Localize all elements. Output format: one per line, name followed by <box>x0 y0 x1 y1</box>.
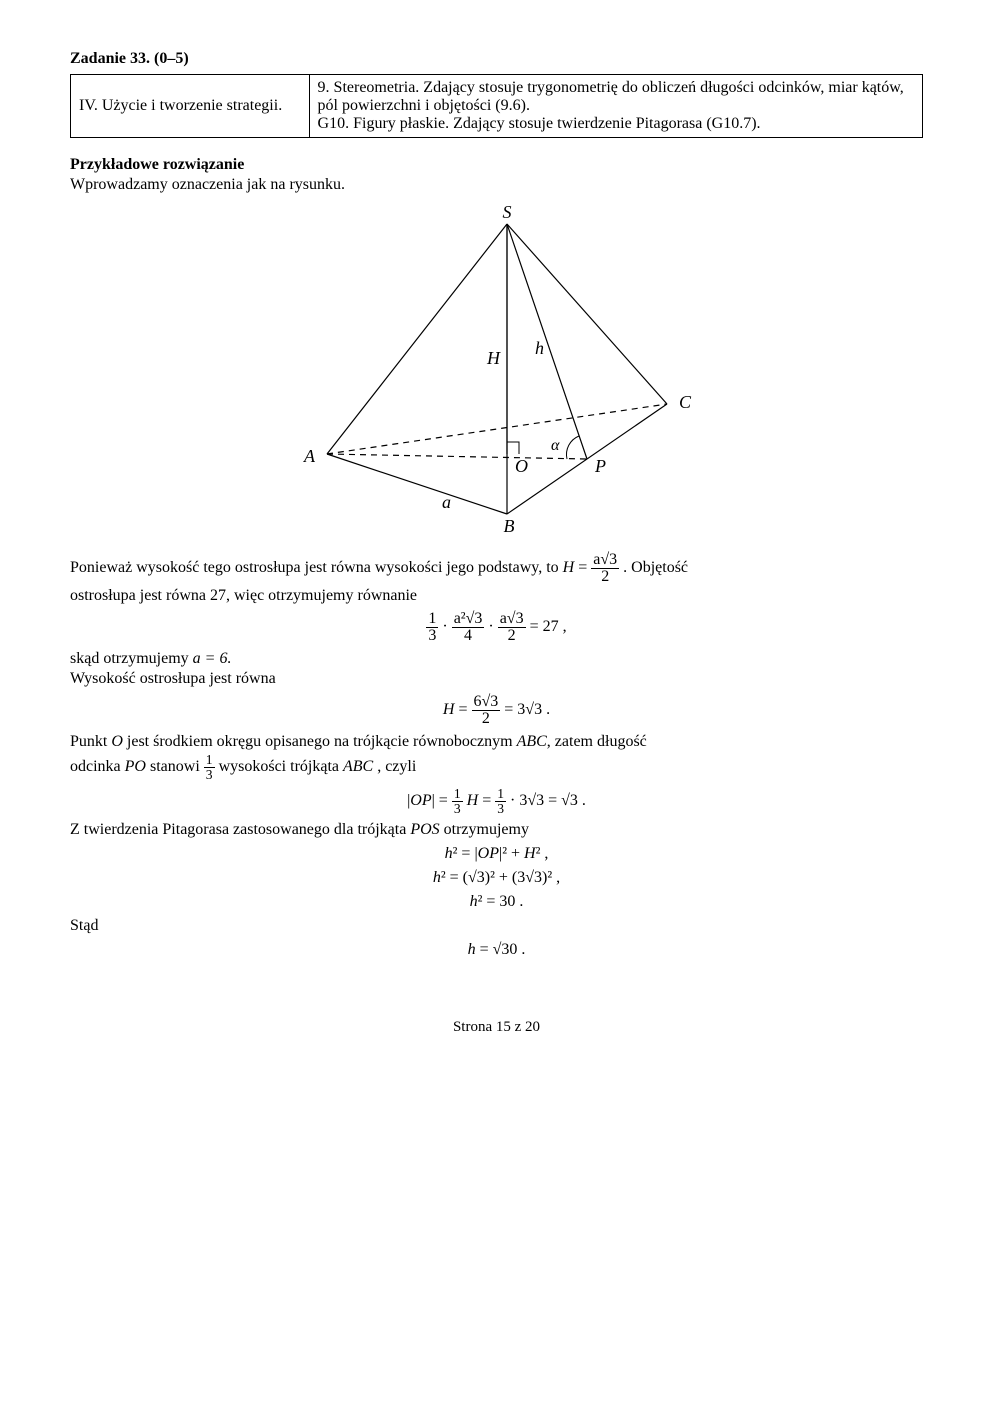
p6d: , czyli <box>373 758 416 775</box>
paragraph-pitagoras: Z twierdzenia Pitagorasa zastosowanego d… <box>70 821 923 839</box>
table-right-line1: 9. Stereometria. Zdający stosuje trygono… <box>318 79 914 115</box>
var-H: H <box>563 559 575 576</box>
paragraph-PO: odcinka PO stanowi 13 wysokości trójkąta… <box>70 753 923 781</box>
label-h: h <box>535 338 544 358</box>
paragraph-O: Punkt O jest środkiem okręgu opisanego n… <box>70 733 923 751</box>
equation-volume: 13 · a²√34 · a√32 = 27 , <box>70 611 923 644</box>
frac-H: a√3 2 <box>591 552 619 585</box>
equation-pit3: h² = 30 . <box>70 893 923 911</box>
intro-text: Wprowadzamy oznaczenia jak na rysunku. <box>70 176 923 194</box>
paragraph-H: Wysokość ostrosłupa jest równa <box>70 670 923 688</box>
p1b: . Objętość <box>623 559 688 576</box>
p6c: wysokości trójkąta <box>219 758 343 775</box>
table-left-cell: IV. Użycie i tworzenie strategii. <box>71 75 310 138</box>
table-right-cell: 9. Stereometria. Zdający stosuje trygono… <box>309 75 922 138</box>
table-row: IV. Użycie i tworzenie strategii. 9. Ste… <box>71 75 923 138</box>
label-O: O <box>515 456 528 476</box>
p6a: odcinka <box>70 758 125 775</box>
f13d: 3 <box>204 768 215 782</box>
label-alpha: α <box>551 437 560 454</box>
label-A: A <box>303 446 316 466</box>
equation-pit4: h = √30 . <box>70 941 923 959</box>
requirements-table: IV. Użycie i tworzenie strategii. 9. Ste… <box>70 74 923 138</box>
task-title: Zadanie 33. (0–5) <box>70 50 923 68</box>
label-P: P <box>594 456 606 476</box>
p7a: Z twierdzenia Pitagorasa zastosowanego d… <box>70 821 410 838</box>
equation-pit1: h² = |OP|² + H² , <box>70 845 923 863</box>
f2d: 4 <box>452 628 485 644</box>
f13n: 1 <box>204 753 215 768</box>
p6b: stanowi <box>146 758 204 775</box>
a-eq-6: a = 6. <box>193 650 232 667</box>
p5ABC: ABC <box>517 733 547 750</box>
table-right-line2: G10. Figury płaskie. Zdający stosuje twi… <box>318 115 914 133</box>
paragraph-volume: ostrosłupa jest równa 27, więc otrzymuje… <box>70 587 923 605</box>
p7POS: POS <box>410 821 439 838</box>
f1d: 3 <box>426 628 438 644</box>
label-H: H <box>486 348 501 368</box>
p6ABC: ABC <box>343 758 373 775</box>
label-S: S <box>502 204 511 222</box>
p5c: , zatem długość <box>547 733 647 750</box>
paragraph-a6: skąd otrzymujemy a = 6. <box>70 650 923 668</box>
p1a: Ponieważ wysokość tego ostrosłupa jest r… <box>70 559 563 576</box>
H2-rhs: = 3√3 . <box>504 701 550 718</box>
p7b: otrzymujemy <box>440 821 529 838</box>
pyramid-figure: S A B C O P H h a α <box>287 204 707 534</box>
page-footer: Strona 15 z 20 <box>70 1019 923 1036</box>
f2n: a²√3 <box>452 611 485 628</box>
frac-H-num: a√3 <box>591 552 619 569</box>
solution-heading: Przykładowe rozwiązanie <box>70 156 923 174</box>
frac-H-den: 2 <box>591 569 619 585</box>
stad: Stąd <box>70 917 923 935</box>
paragraph-height: Ponieważ wysokość tego ostrosłupa jest r… <box>70 552 923 585</box>
label-B: B <box>503 516 514 534</box>
p5a: Punkt <box>70 733 111 750</box>
p3a: skąd otrzymujemy <box>70 650 193 667</box>
p5O: O <box>111 733 123 750</box>
H2-den: 2 <box>472 711 501 727</box>
equation-pit2: h² = (√3)² + (3√3)² , <box>70 869 923 887</box>
equation-H: H = 6√32 = 3√3 . <box>70 694 923 727</box>
eq1-rhs: = 27 , <box>530 618 567 635</box>
p5b: jest środkiem okręgu opisanego na trójką… <box>123 733 517 750</box>
label-C: C <box>679 392 692 412</box>
equation-OP: |OP| = 13 H = 13 · 3√3 = √3 . <box>70 787 923 815</box>
H2-num: 6√3 <box>472 694 501 711</box>
f1n: 1 <box>426 611 438 628</box>
label-a: a <box>442 492 451 512</box>
p6PO: PO <box>125 758 146 775</box>
f3n: a√3 <box>498 611 526 628</box>
f3d: 2 <box>498 628 526 644</box>
